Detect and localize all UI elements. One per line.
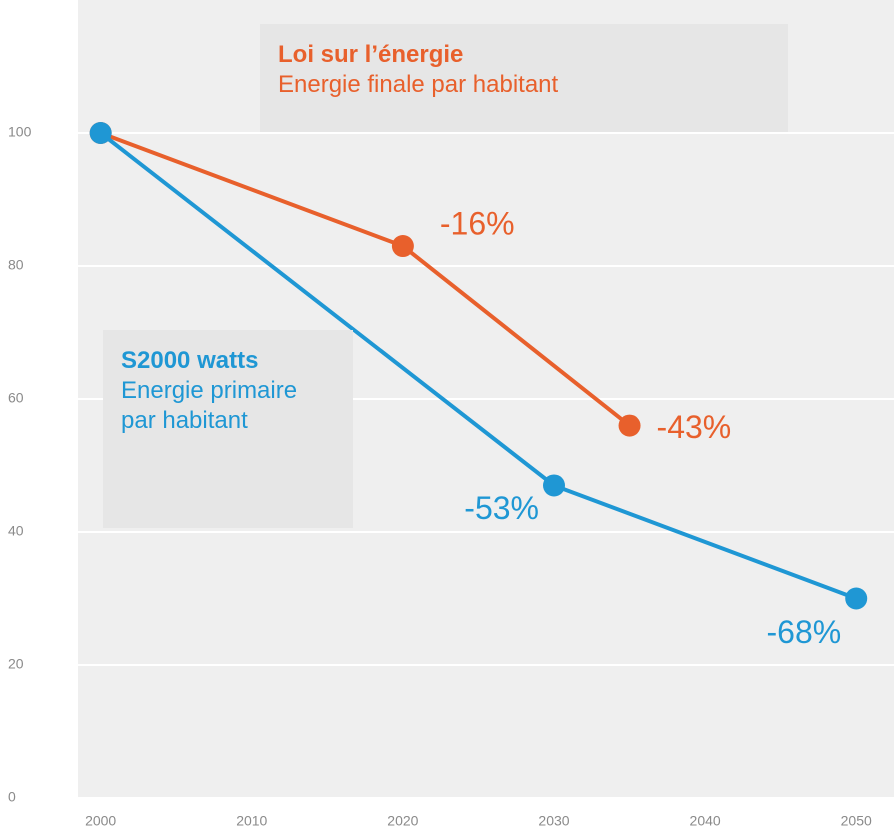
legend-subtitle: Energie finale par habitant	[278, 71, 559, 98]
point	[391, 235, 414, 258]
legend-title: Loi sur l’énergie	[278, 41, 464, 68]
y-tick-label: 20	[8, 656, 24, 672]
y-tick-label: 80	[8, 257, 24, 273]
x-tick-label: 2010	[236, 813, 267, 829]
x-tick-label: 2040	[690, 813, 721, 829]
legend-title: S2000 watts	[121, 347, 259, 374]
annotation: -53%	[464, 490, 539, 526]
annotation: -16%	[440, 206, 515, 242]
x-tick-label: 2030	[538, 813, 569, 829]
legend-orange: Loi sur l’énergie Energie finale par hab…	[260, 24, 788, 132]
point	[543, 474, 565, 497]
point	[845, 587, 868, 610]
point	[618, 414, 641, 437]
y-tick-label: 0	[8, 789, 16, 805]
point	[89, 122, 112, 144]
legend-blue: S2000 watts Energie primaire par habitan…	[103, 330, 353, 528]
y-tick-label: 60	[8, 390, 24, 406]
annotation: -43%	[657, 409, 732, 445]
y-tick-label: 40	[8, 523, 24, 539]
x-tick-label: 2000	[85, 813, 116, 829]
x-tick-label: 2020	[387, 813, 418, 829]
annotation: -68%	[767, 614, 842, 650]
y-tick-label: 100	[8, 124, 32, 140]
legend-subtitle: Energie primaire par habitant	[121, 377, 298, 434]
x-tick-label: 2050	[841, 813, 872, 829]
